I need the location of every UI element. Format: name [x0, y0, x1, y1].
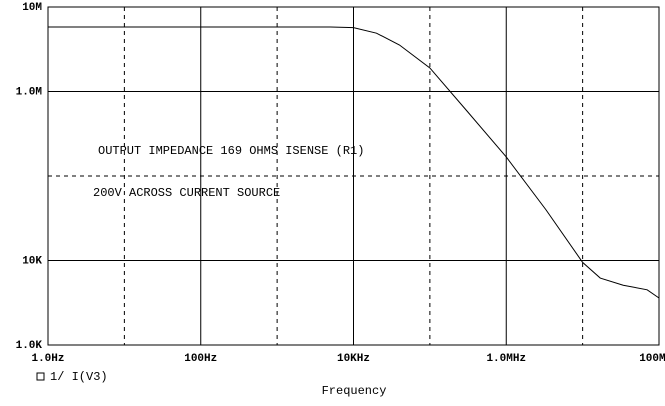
x-tick-label: 10KHz: [337, 353, 370, 365]
x-tick-label: 100MHz: [639, 353, 665, 365]
annotation: 200V ACROSS CURRENT SOURCE: [93, 186, 280, 200]
y-tick-label: 10K: [22, 255, 42, 267]
annotation: OUTPUT IMPEDANCE 169 OHMS ISENSE (R1): [98, 144, 364, 158]
y-tick-label: 1.0M: [16, 86, 43, 98]
line-series: [48, 26, 660, 299]
y-tick-label: 10M: [22, 2, 42, 14]
legend-marker: [36, 372, 45, 381]
x-tick-label: 100Hz: [184, 353, 217, 365]
legend-label: 1/ I(V3): [50, 370, 108, 384]
x-tick-label: 1.0Hz: [31, 353, 64, 365]
x-axis-label: Frequency: [322, 384, 387, 398]
x-tick-label: 1.0MHz: [486, 353, 526, 365]
y-tick-label: 1.0K: [16, 340, 43, 352]
plot-frame: [47, 6, 660, 346]
